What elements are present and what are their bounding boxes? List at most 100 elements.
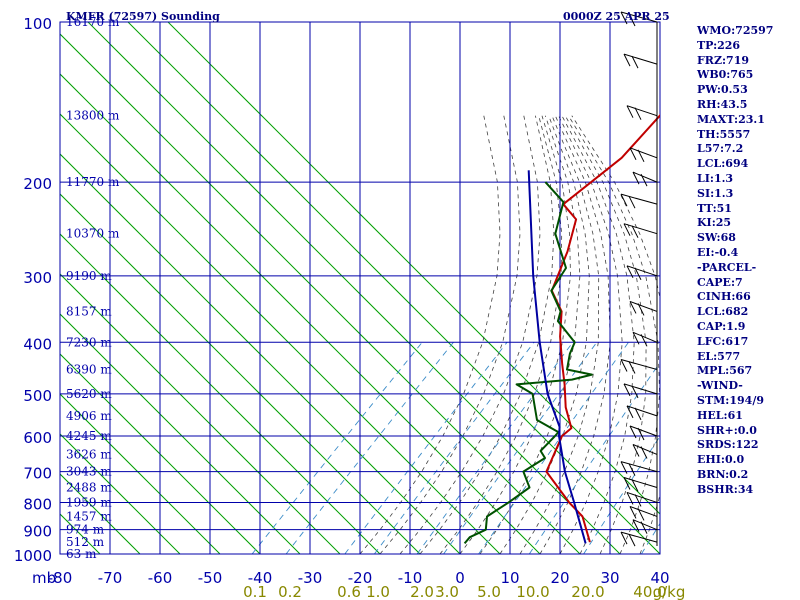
temperature-tick-label: -40 xyxy=(248,569,273,587)
index-item: HEL:61 xyxy=(697,408,743,422)
wind-barb-staff xyxy=(620,193,658,205)
dry-adiabat-line xyxy=(60,193,421,554)
wind-barb-flag xyxy=(628,361,636,374)
index-item: MPL:567 xyxy=(697,364,753,378)
wind-barb-staff xyxy=(629,147,658,159)
mixing-ratio-label: 10.0 xyxy=(516,583,549,600)
temperature-tick-label: 30 xyxy=(600,569,619,587)
dry-adiabat-line xyxy=(127,22,660,554)
wind-barb-flag xyxy=(634,407,642,421)
wind-barb-flag xyxy=(620,461,628,474)
wind-barb-flag xyxy=(637,427,645,441)
mixing-ratio-line xyxy=(416,342,574,554)
wind-barb-flag xyxy=(626,265,634,279)
index-item: SW:68 xyxy=(697,231,736,245)
wind-barb-staff xyxy=(620,11,658,23)
plot-frame xyxy=(59,21,661,555)
wind-barb-staff xyxy=(632,171,658,183)
mixing-ratio-line xyxy=(478,342,629,554)
mixing-ratio-label: 5.0 xyxy=(477,583,501,600)
wind-barb-flag xyxy=(623,53,631,67)
temperature-tick-label: -30 xyxy=(298,569,323,587)
index-item: L57:7.2 xyxy=(697,142,744,156)
index-item: CINH:66 xyxy=(697,290,751,304)
dry-adiabat-line xyxy=(60,273,341,554)
wind-barb-staff xyxy=(626,105,658,117)
sounding-traces xyxy=(463,113,660,545)
wind-barb-flag xyxy=(634,494,642,507)
mixing-ratio-label: 40.0 xyxy=(633,583,666,600)
index-item: TP:226 xyxy=(697,38,741,52)
pressure-tick-label: 1000 xyxy=(14,547,52,565)
dry-adiabat-line xyxy=(60,353,261,554)
height-label: 16170 m xyxy=(66,15,120,29)
wind-barb-flag xyxy=(640,173,648,187)
sounding-time: 0000Z 25 APR 25 xyxy=(563,10,670,23)
pressure-tick-label: 500 xyxy=(23,387,52,405)
pressure-unit-label: mb xyxy=(32,569,56,587)
wind-barb-flag xyxy=(629,506,637,519)
wind-barb-flag xyxy=(632,519,640,532)
wind-barb-flag xyxy=(632,171,640,185)
mixing-ratio-label: 1.0 xyxy=(366,583,390,600)
height-label: 6390 m xyxy=(66,363,112,377)
wind-barb-flag xyxy=(626,405,634,419)
temperature-tick-label: 20 xyxy=(550,569,569,587)
wind-barb-flag xyxy=(632,332,640,345)
index-item: LCL:682 xyxy=(697,305,749,319)
temperature-trace xyxy=(545,113,660,543)
height-label: 4245 m xyxy=(66,429,112,443)
index-item: MAXT:23.1 xyxy=(697,112,765,126)
wind-barb-staff xyxy=(629,505,658,517)
wind-barb-flag xyxy=(637,303,645,316)
wind-barb-flag xyxy=(640,446,648,459)
wind-barb-flag xyxy=(634,107,642,120)
temperature-tick-label: -80 xyxy=(48,569,73,587)
temperature-tick-label: -10 xyxy=(398,569,423,587)
temperature-tick-label: -70 xyxy=(98,569,123,587)
moist-adiabat-line xyxy=(539,115,611,554)
mixing-ratio-label: 0.6 xyxy=(337,583,361,600)
dry-adiabat-line xyxy=(60,433,181,554)
index-item: EL:577 xyxy=(697,349,741,363)
mixing-ratio-line xyxy=(528,361,660,554)
pressure-tick-label: 100 xyxy=(23,15,52,33)
temperature-tick-label: 40 xyxy=(650,569,669,587)
wind-barb-flag xyxy=(628,195,636,209)
index-item: WB0:765 xyxy=(697,68,754,82)
mixing-ratio-line xyxy=(374,342,535,554)
index-item: CAP:1.9 xyxy=(697,319,746,333)
sounding-indices-list: WMO:72597 TP:226 FRZ:719 WB0:765 PW:0.53 RH:4… xyxy=(697,24,773,498)
dry-adiabat-line xyxy=(0,0,20,554)
wind-barb-flag xyxy=(623,383,631,397)
index-item: PW:0.53 xyxy=(697,83,748,97)
wind-barb-staff xyxy=(623,223,658,235)
mixing-ratio-line xyxy=(443,342,598,554)
index-item: LI:1.3 xyxy=(697,171,734,185)
index-item: LFC:617 xyxy=(697,334,749,348)
moist-adiabat-line xyxy=(419,115,555,554)
wind-barb-flag xyxy=(631,225,639,238)
index-item: EI:-0.4 xyxy=(697,245,739,259)
wind-barb-staff xyxy=(623,53,658,65)
wind-barb-flag xyxy=(629,147,637,161)
wind-barb-staff xyxy=(632,331,658,343)
wind-barb-flag xyxy=(640,521,648,534)
index-item: FRZ:719 xyxy=(697,53,750,67)
mixing-ratio-lines xyxy=(251,342,660,554)
height-label: 512 m xyxy=(66,535,105,549)
dry-adiabat-line xyxy=(60,153,461,554)
temperature-tick-label: -20 xyxy=(348,569,373,587)
index-item: KI:25 xyxy=(697,216,732,230)
wind-barb-flag xyxy=(631,479,639,492)
mixing-ratio-label: 20.0 xyxy=(571,583,604,600)
index-item: BSHR:34 xyxy=(697,482,754,496)
index-item: -WIND- xyxy=(697,379,743,393)
wind-barb-flag xyxy=(620,193,628,207)
wind-barb-flag xyxy=(626,492,634,505)
height-label: 974 m xyxy=(66,523,105,537)
wind-barb-flag xyxy=(634,267,642,281)
index-item: RH:43.5 xyxy=(697,97,748,111)
index-item: SRDS:122 xyxy=(697,438,759,452)
